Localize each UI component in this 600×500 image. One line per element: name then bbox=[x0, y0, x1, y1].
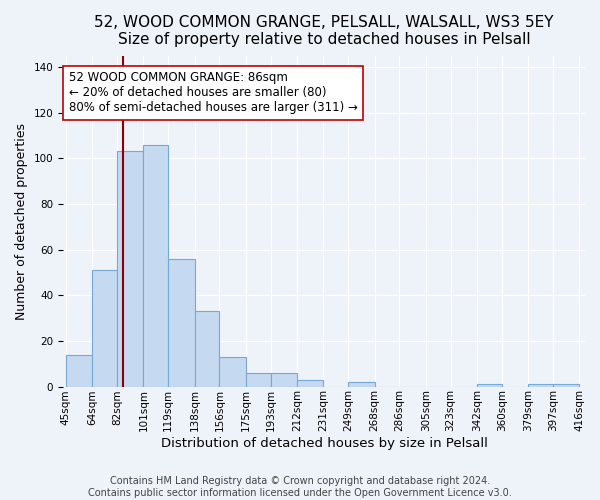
Bar bbox=[143, 144, 168, 386]
X-axis label: Distribution of detached houses by size in Pelsall: Distribution of detached houses by size … bbox=[161, 437, 487, 450]
Bar bbox=[194, 311, 220, 386]
Bar bbox=[92, 270, 117, 386]
Bar bbox=[271, 373, 297, 386]
Bar bbox=[553, 384, 580, 386]
Bar bbox=[117, 152, 143, 386]
Bar bbox=[348, 382, 374, 386]
Bar bbox=[168, 258, 194, 386]
Bar bbox=[66, 354, 92, 386]
Bar bbox=[297, 380, 323, 386]
Bar bbox=[220, 357, 246, 386]
Y-axis label: Number of detached properties: Number of detached properties bbox=[15, 122, 28, 320]
Title: 52, WOOD COMMON GRANGE, PELSALL, WALSALL, WS3 5EY
Size of property relative to d: 52, WOOD COMMON GRANGE, PELSALL, WALSALL… bbox=[94, 15, 554, 48]
Bar bbox=[246, 373, 271, 386]
Text: Contains HM Land Registry data © Crown copyright and database right 2024.
Contai: Contains HM Land Registry data © Crown c… bbox=[88, 476, 512, 498]
Text: 52 WOOD COMMON GRANGE: 86sqm
← 20% of detached houses are smaller (80)
80% of se: 52 WOOD COMMON GRANGE: 86sqm ← 20% of de… bbox=[68, 72, 358, 114]
Bar bbox=[528, 384, 553, 386]
Bar bbox=[477, 384, 502, 386]
